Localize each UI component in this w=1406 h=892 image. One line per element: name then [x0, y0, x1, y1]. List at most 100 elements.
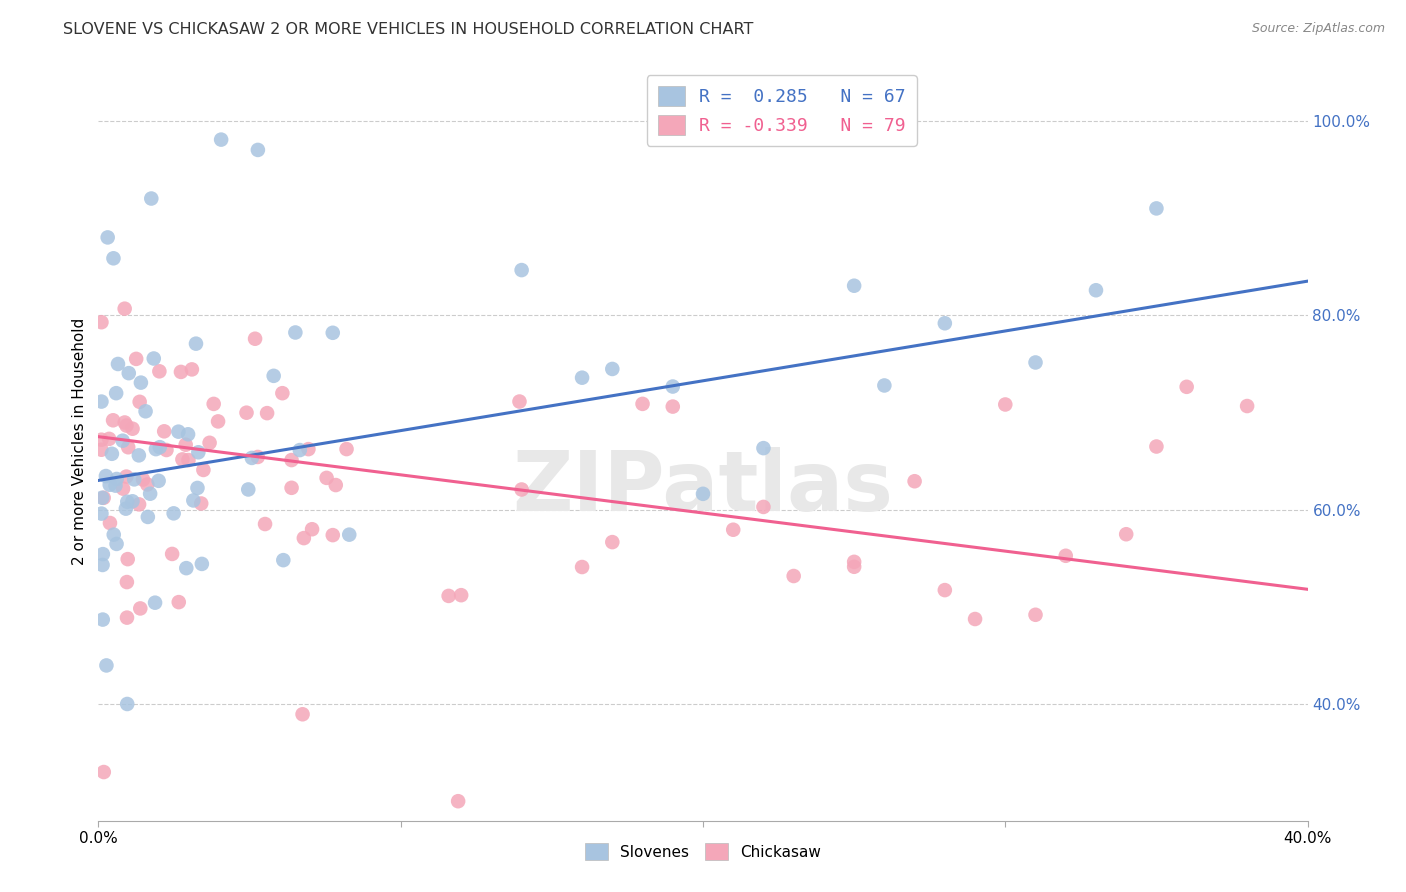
Point	[335, 442, 357, 456]
Point	[94, 469, 117, 483]
Point	[280, 453, 302, 467]
Point	[153, 425, 176, 439]
Point	[631, 397, 654, 411]
Point	[273, 553, 295, 567]
Point	[115, 469, 138, 483]
Point	[240, 450, 263, 465]
Point	[447, 794, 470, 808]
Point	[1115, 527, 1137, 541]
Point	[844, 278, 866, 293]
Point	[105, 386, 128, 401]
Point	[91, 547, 114, 561]
Point	[180, 362, 202, 376]
Point	[101, 447, 124, 461]
Point	[186, 481, 208, 495]
Point	[602, 535, 624, 549]
Point	[125, 351, 148, 366]
Text: SLOVENE VS CHICKASAW 2 OR MORE VEHICLES IN HOUSEHOLD CORRELATION CHART: SLOVENE VS CHICKASAW 2 OR MORE VEHICLES …	[63, 22, 754, 37]
Point	[322, 528, 344, 542]
Point	[292, 531, 315, 545]
Point	[510, 483, 533, 497]
Point	[723, 523, 745, 537]
Point	[315, 471, 337, 485]
Point	[135, 404, 157, 418]
Point	[1024, 355, 1046, 369]
Point	[965, 612, 987, 626]
Point	[128, 497, 150, 511]
Point	[114, 301, 136, 316]
Point	[176, 561, 198, 575]
Point	[167, 595, 190, 609]
Point	[103, 252, 125, 266]
Point	[198, 435, 221, 450]
Y-axis label: 2 or more Vehicles in Household: 2 or more Vehicles in Household	[72, 318, 87, 566]
Point	[238, 483, 260, 497]
Point	[114, 416, 136, 430]
Point	[1236, 399, 1258, 413]
Point	[661, 400, 683, 414]
Point	[93, 765, 115, 780]
Point	[183, 493, 205, 508]
Point	[91, 491, 114, 505]
Point	[193, 463, 215, 477]
Point	[246, 450, 269, 464]
Point	[93, 491, 115, 505]
Point	[177, 453, 200, 467]
Point	[118, 366, 141, 380]
Point	[177, 427, 200, 442]
Point	[163, 507, 186, 521]
Point	[121, 494, 143, 508]
Point	[101, 413, 124, 427]
Point	[322, 326, 344, 340]
Point	[184, 336, 207, 351]
Point	[1085, 283, 1108, 297]
Point	[1144, 440, 1167, 454]
Point	[752, 500, 775, 514]
Point	[844, 555, 866, 569]
Point	[235, 406, 257, 420]
Point	[143, 596, 166, 610]
Point	[297, 442, 319, 457]
Point	[783, 569, 806, 583]
Point	[280, 481, 302, 495]
Point	[510, 263, 533, 277]
Point	[1144, 202, 1167, 216]
Point	[132, 473, 155, 487]
Point	[254, 516, 277, 531]
Point	[98, 477, 121, 491]
Point	[117, 552, 139, 566]
Point	[752, 441, 775, 455]
Point	[246, 143, 269, 157]
Point	[571, 370, 593, 384]
Point	[145, 442, 167, 457]
Point	[288, 443, 311, 458]
Point	[142, 351, 165, 366]
Point	[191, 557, 214, 571]
Point	[129, 376, 152, 390]
Point	[571, 560, 593, 574]
Point	[91, 613, 114, 627]
Point	[105, 472, 128, 486]
Point	[602, 362, 624, 376]
Point	[90, 442, 112, 457]
Point	[128, 394, 150, 409]
Point	[170, 365, 193, 379]
Point	[107, 357, 129, 371]
Point	[98, 516, 121, 530]
Point	[844, 559, 866, 574]
Point	[90, 315, 112, 329]
Point	[96, 658, 118, 673]
Point	[207, 414, 229, 428]
Point	[661, 379, 683, 393]
Point	[105, 537, 128, 551]
Point	[167, 425, 190, 439]
Point	[174, 438, 197, 452]
Point	[271, 386, 294, 401]
Point	[994, 397, 1017, 411]
Point	[129, 601, 152, 615]
Point	[149, 440, 172, 454]
Point	[263, 368, 285, 383]
Legend: Slovenes, Chickasaw: Slovenes, Chickasaw	[579, 838, 827, 866]
Point	[1175, 380, 1198, 394]
Point	[122, 472, 145, 486]
